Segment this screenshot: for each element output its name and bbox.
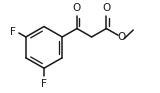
Text: O: O (102, 3, 110, 13)
Text: F: F (10, 27, 16, 37)
Text: O: O (73, 3, 81, 13)
Text: O: O (117, 32, 125, 42)
Text: F: F (41, 79, 47, 89)
